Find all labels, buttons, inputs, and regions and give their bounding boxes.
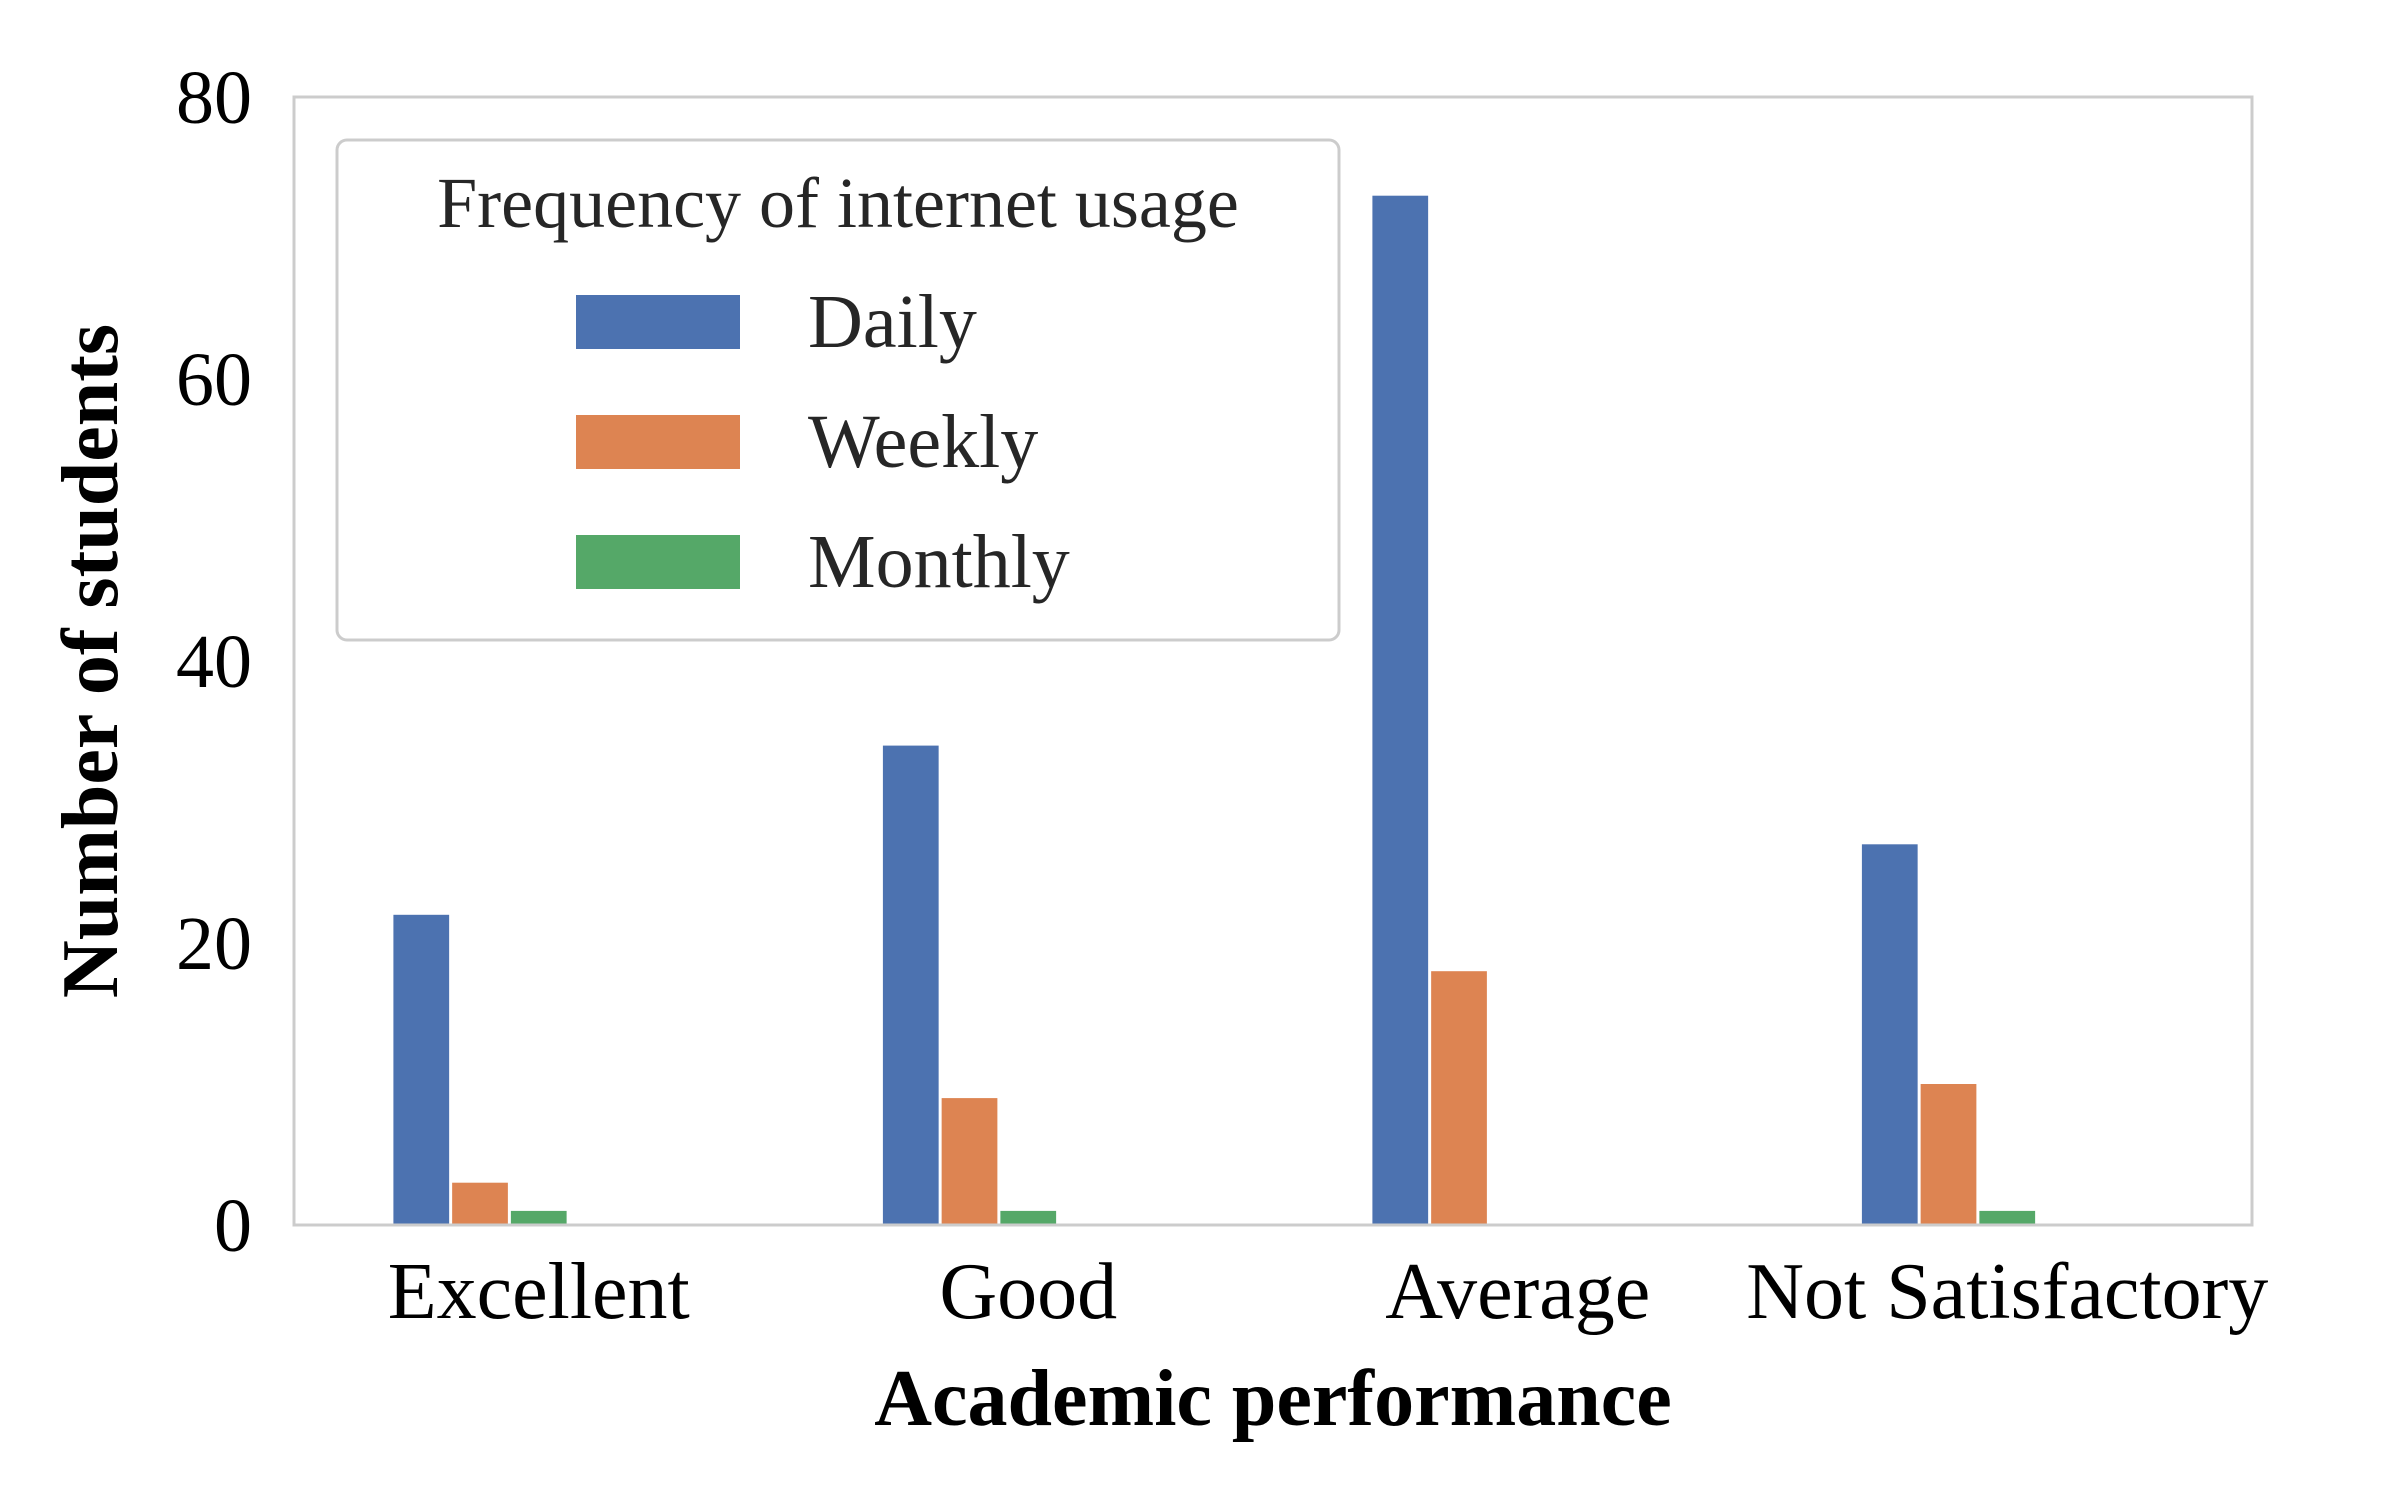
y-tick-label-0: 0: [214, 1184, 252, 1268]
x-tick-label-average: Average: [1385, 1248, 1650, 1336]
y-tick-label-60: 60: [176, 338, 252, 422]
x-axis-label: Academic performance: [874, 1355, 1671, 1443]
bar-daily-not-satisfactory: [1861, 844, 1918, 1225]
x-tick-label-not-satisfactory: Not Satisfactory: [1746, 1248, 2268, 1336]
legend-frame: [335, 138, 1341, 642]
bar-monthly-excellent: [510, 1210, 567, 1225]
legend-title: Frequency of internet usage: [437, 163, 1239, 243]
legend-swatch-weekly: [576, 415, 740, 469]
y-axis-label: Number of students: [47, 324, 135, 998]
legend-label-monthly: Monthly: [808, 520, 1070, 604]
y-tick-label-40: 40: [176, 620, 252, 704]
legend-swatch-monthly: [576, 535, 740, 589]
x-tick-labels: Excellent Good Average Not Satisfactory: [388, 1248, 2269, 1336]
bar-weekly-not-satisfactory: [1920, 1084, 1977, 1225]
bars-layer: [393, 195, 2036, 1226]
bar-weekly-excellent: [452, 1182, 508, 1225]
plot-frame: [292, 95, 2254, 1227]
y-tick-labels: 0 20 40 60 80: [176, 56, 252, 1268]
legend-label-daily: Daily: [808, 280, 977, 364]
legend-items: Daily Weekly Monthly: [576, 280, 1070, 604]
x-tick-label-excellent: Excellent: [388, 1248, 690, 1336]
bar-monthly-not-satisfactory: [1979, 1210, 2036, 1225]
y-tick-label-80: 80: [176, 56, 252, 140]
legend: Frequency of internet usage Daily Weekly M…: [335, 138, 1341, 642]
bar-daily-average: [1372, 195, 1429, 1226]
bar-monthly-good: [1000, 1210, 1057, 1225]
bar-weekly-average: [1431, 971, 1487, 1225]
legend-label-weekly: Weekly: [808, 400, 1038, 484]
y-tick-label-20: 20: [176, 902, 252, 986]
bar-weekly-good: [941, 1098, 998, 1225]
bar-daily-good: [882, 745, 939, 1225]
legend-swatch-daily: [576, 295, 740, 349]
bar-daily-excellent: [393, 914, 450, 1225]
x-tick-label-good: Good: [939, 1248, 1117, 1336]
